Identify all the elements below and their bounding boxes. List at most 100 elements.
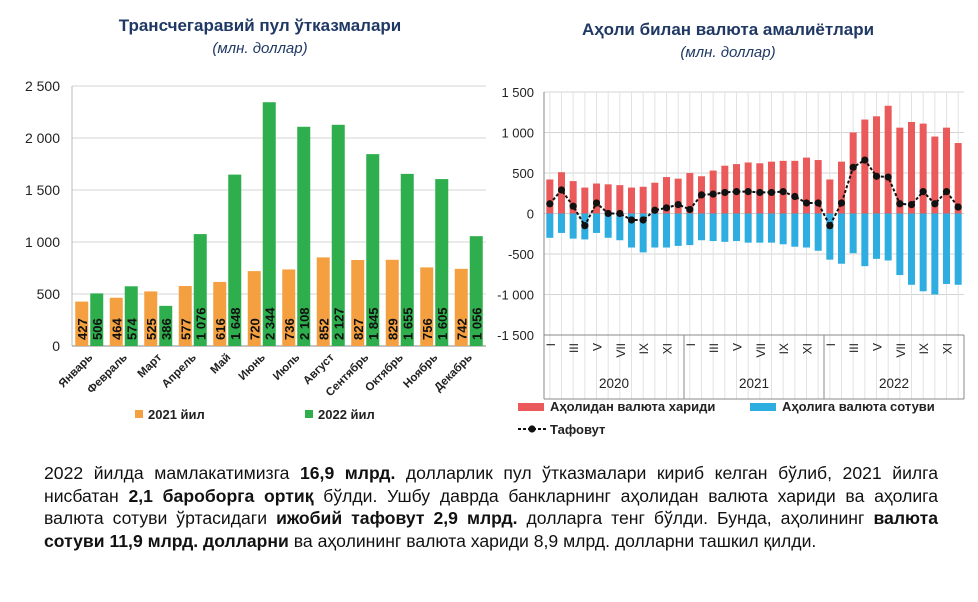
bar-purchase: [908, 121, 915, 214]
bar-value-label: 2 127: [331, 307, 346, 340]
bar-purchase: [803, 157, 810, 214]
bar-purchase: [674, 178, 682, 214]
legend-swatch: [305, 410, 313, 418]
bar-purchase: [744, 162, 752, 214]
y-tick-label: 1 500: [25, 182, 60, 198]
bar-value-label: 1 056: [469, 307, 484, 340]
legend-label-sale: Аҳолига валюта сотуви: [782, 399, 935, 414]
y-tick-label: 500: [512, 166, 534, 181]
bar-sale: [814, 213, 822, 251]
bar-2022: [124, 286, 138, 346]
x-tick-label: I: [544, 343, 558, 346]
difference-point: [919, 188, 927, 196]
x-tick-label: VII: [614, 343, 628, 358]
difference-point: [814, 199, 822, 207]
bar-sale: [826, 213, 834, 260]
difference-point: [592, 199, 601, 207]
x-tick-label: XI: [661, 343, 675, 354]
x-tick-label: V: [871, 343, 885, 351]
bar-purchase: [616, 185, 624, 214]
bar-purchase: [604, 184, 612, 214]
difference-point: [872, 172, 881, 180]
bar-sale: [838, 213, 845, 264]
difference-point: [569, 202, 577, 210]
bar-purchase: [593, 183, 600, 214]
x-tick-label: III: [707, 343, 721, 353]
bar-purchase: [884, 105, 892, 214]
legend-label-purchase: Аҳолидан валюта хариди: [550, 399, 715, 414]
left-chart-title: Трансчегаравий пул ўтказмалари: [118, 16, 402, 35]
difference-point: [791, 192, 799, 201]
left-chart-subtitle: (млн. доллар): [212, 40, 308, 57]
difference-point: [837, 199, 846, 207]
paragraph-bold-segment: 16,9 млрд.: [299, 463, 396, 483]
bar-purchase: [931, 136, 939, 214]
year-label: 2022: [879, 376, 909, 391]
bar-2021: [385, 259, 399, 346]
bar-purchase: [849, 132, 857, 214]
difference-point: [651, 206, 659, 214]
bar-value-label: 829: [385, 318, 400, 340]
bar-purchase: [791, 160, 799, 214]
bar-sale: [604, 213, 612, 238]
bar-2022: [262, 102, 276, 346]
bar-sale: [768, 213, 775, 243]
year-label: 2021: [739, 376, 769, 391]
bar-value-label: 525: [144, 318, 159, 340]
difference-point: [779, 188, 787, 196]
x-tick-label: IX: [777, 343, 791, 354]
bar-purchase: [814, 160, 822, 214]
bar-value-label: 852: [316, 318, 331, 340]
paragraph-segment: долларлик пул ўтказмалари кириб келган б…: [44, 463, 938, 506]
legend-marker-difference: [528, 425, 536, 433]
y-tick-label: 2 000: [25, 130, 60, 146]
bar-sale: [709, 213, 717, 242]
x-tick-label: XI: [941, 343, 955, 354]
bar-sale: [651, 213, 659, 248]
bar-sale: [861, 213, 869, 267]
x-tick-label: Октябрь: [363, 352, 406, 395]
x-tick-label: III: [847, 343, 861, 353]
difference-point: [639, 216, 647, 224]
paragraph-bold-segment: ижобий тафовут 2,9 млрд.: [276, 508, 518, 528]
bar-purchase: [756, 163, 764, 214]
bar-2021: [213, 281, 227, 346]
bar-value-label: 1 605: [435, 307, 450, 340]
difference-point: [826, 222, 834, 230]
bar-value-label: 506: [90, 318, 105, 340]
legend-label: 2022 йил: [318, 407, 375, 422]
bar-value-label: 1 648: [228, 307, 243, 340]
difference-point: [627, 216, 636, 224]
bar-2022: [159, 305, 173, 346]
bar-2021: [144, 291, 158, 346]
y-tick-label: 0: [52, 338, 60, 354]
legend-label-difference: Тафовут: [550, 422, 605, 437]
difference-point: [581, 222, 589, 230]
difference-point: [896, 200, 904, 208]
x-tick-label: IX: [917, 343, 931, 354]
bar-purchase: [639, 186, 647, 214]
x-tick-label: Май: [208, 352, 233, 377]
bar-sale: [896, 213, 904, 276]
bar-2022: [435, 179, 449, 346]
right-chart-title: Аҳоли билан валюта амалиётлари: [581, 20, 875, 39]
bar-purchase: [919, 123, 927, 214]
difference-point: [884, 173, 892, 181]
x-tick-label: Апрель: [160, 352, 199, 391]
difference-point: [616, 209, 624, 218]
bar-purchase: [838, 161, 845, 214]
bar-2022: [469, 236, 483, 346]
bar-value-label: 386: [159, 318, 174, 340]
paragraph-segment: бўлди. Ушбу даврда банкларнинг аҳолидан …: [44, 485, 938, 529]
difference-point: [732, 188, 741, 196]
x-tick-label: Март: [136, 351, 165, 380]
bar-purchase: [861, 119, 869, 214]
x-tick-label: I: [684, 343, 698, 346]
paragraph-bold-segment: 2,1 бароборга ортиқ: [128, 485, 314, 506]
y-tick-label: -1 500: [497, 328, 534, 343]
x-tick-label: V: [731, 343, 745, 351]
difference-point: [674, 200, 682, 209]
bar-purchase: [628, 187, 635, 214]
difference-point: [604, 209, 612, 218]
